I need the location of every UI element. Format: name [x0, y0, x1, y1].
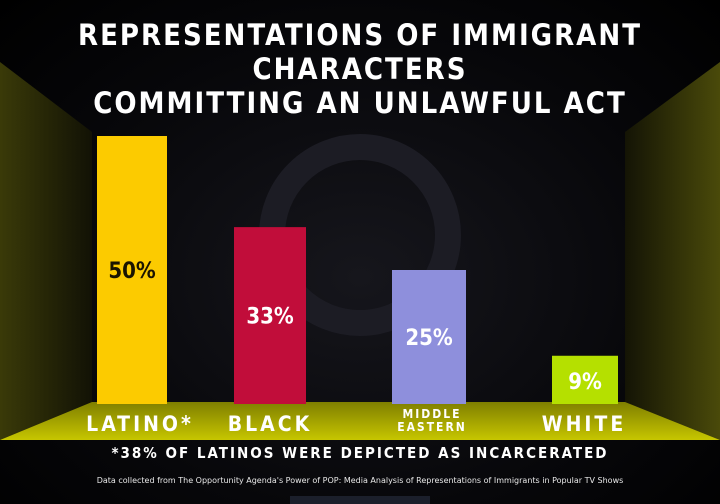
- bar-white: [552, 355, 618, 404]
- data-label: 50%: [108, 259, 156, 284]
- category-label: MIDDLE EASTERN: [397, 407, 467, 434]
- bottom-logo-strip: [290, 496, 430, 504]
- title-line-2: COMMITTING AN UNLAWFUL ACT: [93, 86, 627, 120]
- data-label: 33%: [246, 305, 294, 330]
- bar-latino: [97, 136, 167, 404]
- chart-title: REPRESENTATIONS OF IMMIGRANT CHARACTERS …: [0, 18, 720, 120]
- category-label: LATINO*: [86, 412, 194, 436]
- bar-middle-eastern: [392, 270, 466, 404]
- category-label: WHITE: [542, 412, 626, 436]
- right-wall: [625, 62, 720, 440]
- bar-chart: 50% LATINO* 33% BLACK 25% MIDDLE EASTERN 9% WHIT…: [86, 136, 626, 436]
- left-wall: [0, 62, 92, 440]
- category-label: BLACK: [228, 412, 313, 436]
- source-note: Data collected from The Opportunity Agen…: [96, 476, 624, 485]
- data-label: 9%: [568, 370, 602, 395]
- title-line-1: REPRESENTATIONS OF IMMIGRANT CHARACTERS: [77, 18, 643, 86]
- floor: [0, 402, 720, 440]
- data-label: 25%: [405, 326, 453, 351]
- bar-black: [234, 227, 306, 404]
- footnote: *38% OF LATINOS WERE DEPICTED AS INCARCE…: [111, 444, 609, 462]
